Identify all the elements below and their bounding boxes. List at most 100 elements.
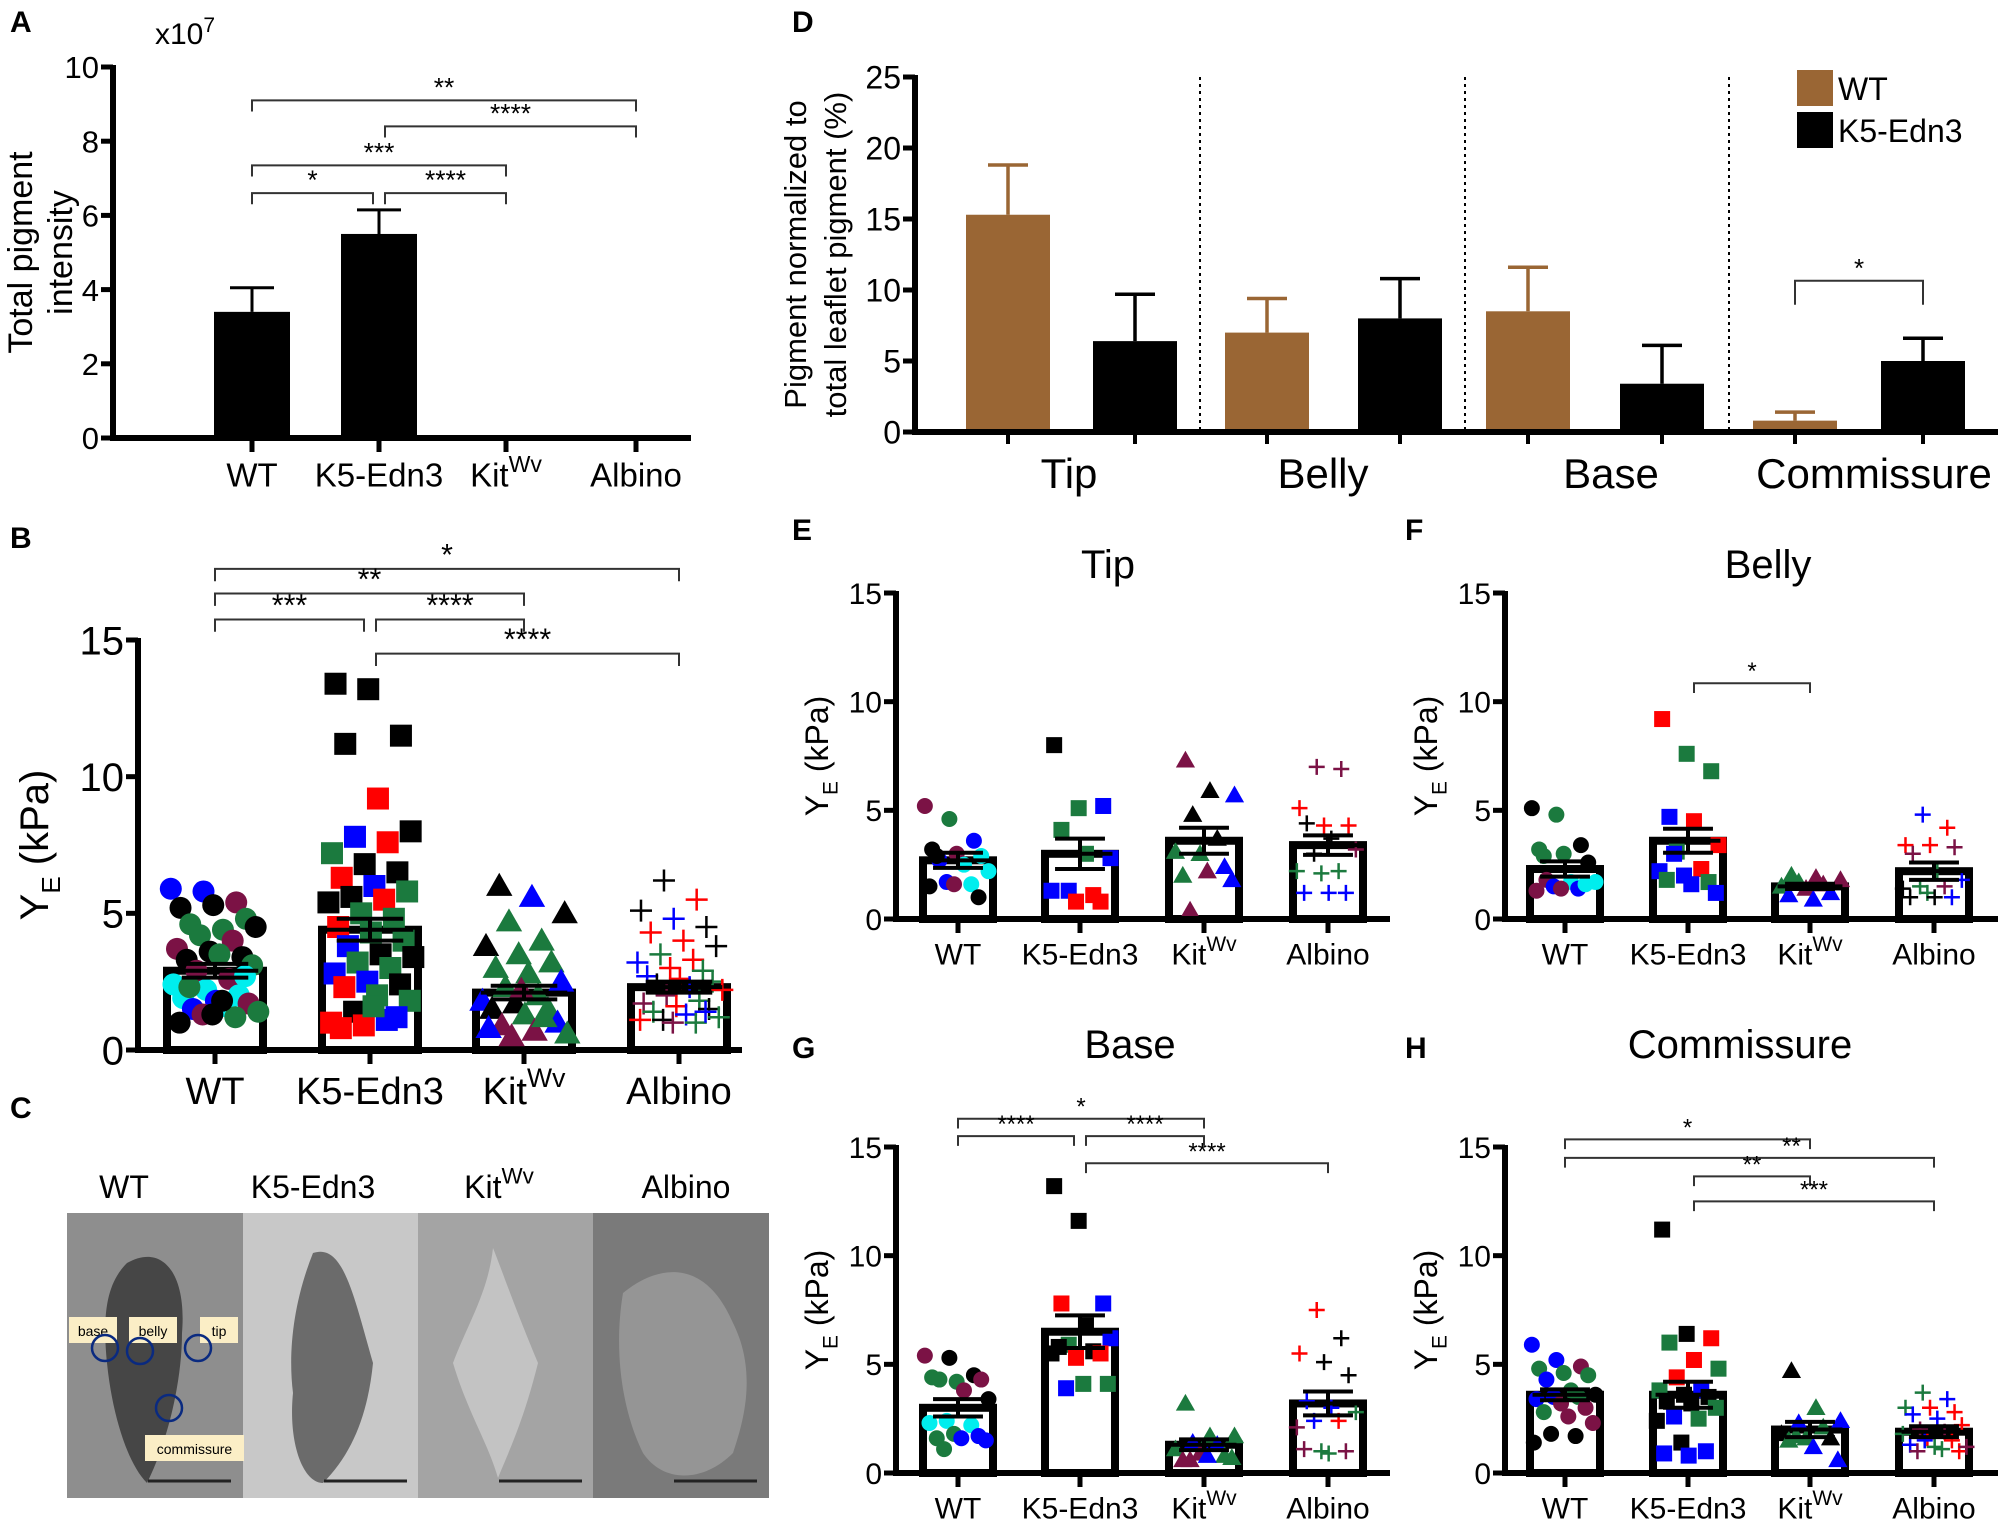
data-point-triangle xyxy=(521,1017,548,1041)
significance-bracket xyxy=(214,618,365,632)
significance-bracket xyxy=(384,192,507,205)
data-point-square xyxy=(333,976,356,999)
significance-bracket xyxy=(251,192,374,205)
legend-swatch xyxy=(1797,70,1833,106)
data-point-plus xyxy=(1914,1384,1931,1401)
x-tick-label: Albino xyxy=(1286,939,1369,972)
x-tick-label-main: Kit xyxy=(470,457,509,494)
group-label: Tip xyxy=(1041,450,1098,497)
data-point-circle xyxy=(1584,1415,1601,1432)
y-axis-label: YE (kPa) xyxy=(799,696,843,817)
micrograph-label: K5-Edn3 xyxy=(251,1169,376,1205)
panel-letter-e: E xyxy=(792,514,812,547)
significance-label: ** xyxy=(1782,1133,1801,1160)
data-point-circle xyxy=(1523,800,1540,817)
micrograph-kit-wv xyxy=(418,1213,594,1498)
data-point-circle xyxy=(921,1415,938,1432)
error-bar xyxy=(1508,265,1548,312)
data-point-square xyxy=(1058,1380,1075,1397)
y-tick-label: 2 xyxy=(82,347,99,382)
data-point-plus xyxy=(1943,889,1960,906)
chart-title: Tip xyxy=(1081,543,1135,587)
legend-swatch xyxy=(1797,112,1833,148)
data-point-plus xyxy=(661,1011,684,1034)
data-point-triangle xyxy=(1828,1450,1848,1468)
chart-title: Base xyxy=(1084,1023,1175,1067)
data-point-plus xyxy=(1894,880,1911,897)
data-point-square xyxy=(1099,1375,1116,1392)
bar-wt xyxy=(1486,311,1570,432)
error-bar xyxy=(1115,292,1155,342)
x-tick-label-main: Albino xyxy=(1892,939,1975,972)
data-point-triangle xyxy=(1803,1437,1823,1455)
significance-bracket xyxy=(1085,1135,1205,1146)
legend-label: K5-Edn3 xyxy=(1838,113,1963,149)
data-point-triangle xyxy=(498,1023,525,1047)
significance-label: **** xyxy=(425,165,466,195)
data-point-triangle xyxy=(472,932,500,957)
y-axis-label-unit: (kPa) xyxy=(1408,1250,1444,1335)
data-point-circle xyxy=(970,889,987,906)
data-point-square xyxy=(366,787,389,810)
y-tick-label: 5 xyxy=(865,1349,882,1382)
panel-letter-g: G xyxy=(792,1032,815,1065)
data-point-triangle xyxy=(1173,865,1193,883)
x-tick-label-main: K5-Edn3 xyxy=(1022,939,1139,972)
data-point-square xyxy=(1707,884,1724,901)
micrograph-label-sup: Wv xyxy=(502,1164,535,1189)
data-point-circle xyxy=(977,1432,994,1449)
y-tick-label: 25 xyxy=(865,60,901,96)
data-point-triangle xyxy=(1197,1446,1217,1463)
data-point-circle xyxy=(916,1347,933,1364)
error-bar xyxy=(1777,1419,1843,1440)
group-label: Belly xyxy=(1277,450,1368,497)
data-point-plus xyxy=(1308,758,1325,775)
data-point-plus xyxy=(1912,1421,1929,1438)
data-point-circle xyxy=(1548,1351,1565,1368)
significance-label: **** xyxy=(426,589,473,623)
y-axis-label: YE (kPa) xyxy=(13,770,66,921)
significance-bracket xyxy=(1693,682,1811,693)
y-tick-label: 15 xyxy=(80,619,125,663)
error-bar xyxy=(1047,1313,1113,1351)
data-point-plus xyxy=(652,869,675,892)
data-point-triangle xyxy=(1180,1450,1200,1468)
data-point-plus xyxy=(1333,1330,1350,1347)
data-point-plus xyxy=(1316,1354,1333,1371)
bar-wt xyxy=(1225,332,1309,432)
data-point-plus xyxy=(1897,837,1914,854)
data-point-plus xyxy=(1288,1419,1305,1436)
y-tick-label: 15 xyxy=(865,202,901,238)
data-point-square xyxy=(327,916,350,938)
data-point-triangle xyxy=(1200,781,1220,798)
data-point-square xyxy=(1046,737,1063,754)
chart-panel-d: Tip Belly Base Commissure 0 5 10 15 20 25 Pigment … xyxy=(778,60,1998,497)
data-point-square xyxy=(1661,1334,1678,1351)
y-axis-label-unit: (kPa) xyxy=(799,1250,835,1335)
bar-k5-edn3 xyxy=(1093,341,1177,432)
data-point-triangle xyxy=(551,900,578,924)
data-point-triangle xyxy=(1222,1448,1242,1465)
x-tick-label: KitWv xyxy=(1777,1487,1843,1526)
y-tick-label: 10 xyxy=(865,273,901,309)
data-point-circle xyxy=(1555,1365,1572,1382)
y-tick-label: 15 xyxy=(1458,1132,1491,1165)
data-point-circle xyxy=(1538,1371,1555,1388)
bar xyxy=(341,233,417,438)
significance-bracket xyxy=(251,164,507,177)
x-tick-label-main: Kit xyxy=(1171,1493,1207,1526)
error-bar xyxy=(988,163,1028,215)
data-point-triangle xyxy=(478,995,506,1019)
x-tick-label-main: K5-Edn3 xyxy=(296,1071,444,1113)
data-point-plus xyxy=(1296,884,1313,901)
significance-bracket xyxy=(1085,1162,1329,1174)
data-point-plus xyxy=(1902,889,1919,906)
group-label: Base xyxy=(1563,450,1659,497)
significance-bracket xyxy=(957,1135,1075,1146)
significance-bracket xyxy=(251,99,637,112)
chart-title: Belly xyxy=(1725,543,1812,587)
x-tick-label: WT xyxy=(1542,1493,1589,1526)
data-point-square xyxy=(320,842,343,865)
data-point-triangle xyxy=(1803,889,1823,907)
data-point-plus xyxy=(1939,1391,1956,1408)
